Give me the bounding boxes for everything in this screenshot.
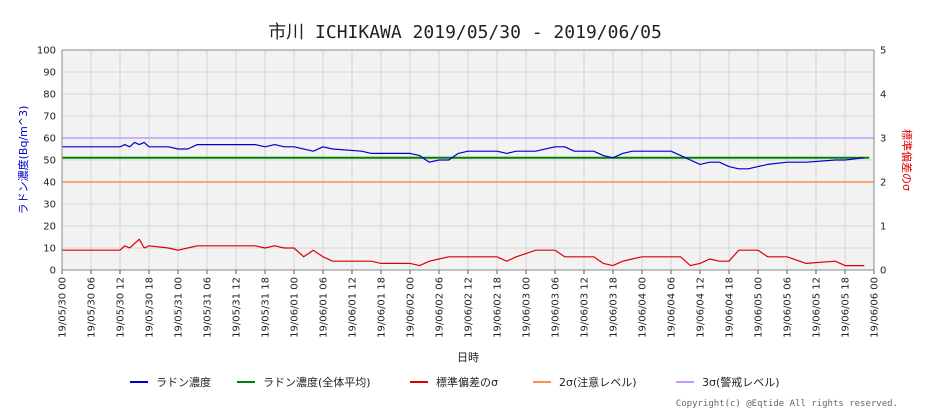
legend-label: 標準偏差のσ xyxy=(436,375,498,389)
y-axis-label-right: 標準偏差のσ xyxy=(900,129,914,191)
y-tick-label-left: 10 xyxy=(43,244,56,255)
x-tick-label: 19/05/30 06 xyxy=(87,277,98,338)
y-tick-label-right: 0 xyxy=(880,266,886,277)
legend-label: 3σ(警戒レベル) xyxy=(702,375,780,389)
x-tick-label: 19/06/06 00 xyxy=(870,277,881,338)
series-line-0 xyxy=(62,141,865,170)
y-tick-label-left: 100 xyxy=(37,46,56,57)
legend-label: ラドン濃度(全体平均) xyxy=(263,375,371,389)
y-tick-label-left: 80 xyxy=(43,90,56,101)
series-layer xyxy=(62,137,874,267)
x-tick-label: 19/05/31 00 xyxy=(174,277,185,338)
series-line-2 xyxy=(62,238,865,267)
x-tick-label: 19/06/01 00 xyxy=(290,277,301,338)
x-tick-label: 19/06/02 12 xyxy=(464,277,475,338)
x-tick-label: 19/05/31 18 xyxy=(261,277,272,338)
y-tick-label-left: 30 xyxy=(43,200,56,211)
axes: 0 10 20 30 40 50 60 70 80 90 100 0 1 2 3 4 5 19/05/30 00 1… xyxy=(37,46,886,338)
y-tick-label-left: 70 xyxy=(43,112,56,123)
plot-border xyxy=(61,49,875,271)
y-tick-label-right: 2 xyxy=(880,178,886,189)
x-axis-label: 日時 xyxy=(457,351,479,364)
x-tick-label: 19/06/02 00 xyxy=(406,277,417,338)
x-tick-label: 19/06/05 06 xyxy=(783,277,794,338)
x-tick-label: 19/06/05 00 xyxy=(754,277,765,338)
x-tick-label: 19/06/04 12 xyxy=(696,277,707,338)
y-tick-label-left: 40 xyxy=(43,178,56,189)
x-tick-label: 19/05/31 06 xyxy=(203,277,214,338)
x-tick-label: 19/06/04 18 xyxy=(725,277,736,338)
x-tick-label: 19/05/30 00 xyxy=(58,277,69,338)
x-tick-label: 19/06/03 18 xyxy=(609,277,620,338)
x-tick-label: 19/06/03 06 xyxy=(551,277,562,338)
y-tick-label-right: 1 xyxy=(880,222,886,233)
x-tick-label: 19/05/31 12 xyxy=(232,277,243,338)
y-tick-label-left: 20 xyxy=(43,222,56,233)
x-tick-label: 19/06/01 12 xyxy=(348,277,359,338)
y-tick-label-right: 4 xyxy=(880,90,886,101)
chart-title: 市川 ICHIKAWA 2019/05/30 - 2019/06/05 xyxy=(268,22,662,43)
x-tick-label: 19/06/02 06 xyxy=(435,277,446,338)
y-tick-label-left: 0 xyxy=(50,266,56,277)
legend-label: 2σ(注意レベル) xyxy=(559,375,637,389)
y-tick-label-right: 3 xyxy=(880,134,886,145)
y-tick-label-left: 90 xyxy=(43,68,56,79)
x-tick-label: 19/06/04 00 xyxy=(638,277,649,338)
x-tick-label: 19/06/04 06 xyxy=(667,277,678,338)
x-tick-label: 19/06/01 06 xyxy=(319,277,330,338)
x-tick-label: 19/05/30 12 xyxy=(116,277,127,338)
legend-label: ラドン濃度 xyxy=(156,375,211,389)
x-tick-label: 19/06/01 18 xyxy=(377,277,388,338)
x-tick-label: 19/05/30 18 xyxy=(145,277,156,338)
y-axis-label-left: ラドン濃度(Bq/m^3) xyxy=(16,106,30,215)
x-tick-label: 19/06/05 12 xyxy=(812,277,823,338)
y-tick-label-left: 60 xyxy=(43,134,56,145)
x-tick-label: 19/06/05 18 xyxy=(841,277,852,338)
y-tick-label-left: 50 xyxy=(43,156,56,167)
x-tick-label: 19/06/03 00 xyxy=(522,277,533,338)
x-tick-label: 19/06/03 12 xyxy=(580,277,591,338)
x-tick-label: 19/06/02 18 xyxy=(493,277,504,338)
y-tick-label-right: 5 xyxy=(880,46,886,57)
copyright-text: Copyright(c) @Eqtide All rights reserved… xyxy=(676,399,898,409)
legend: ラドン濃度 ラドン濃度(全体平均) 標準偏差のσ 2σ(注意レベル) 3σ(警戒レベル) xyxy=(130,375,780,389)
